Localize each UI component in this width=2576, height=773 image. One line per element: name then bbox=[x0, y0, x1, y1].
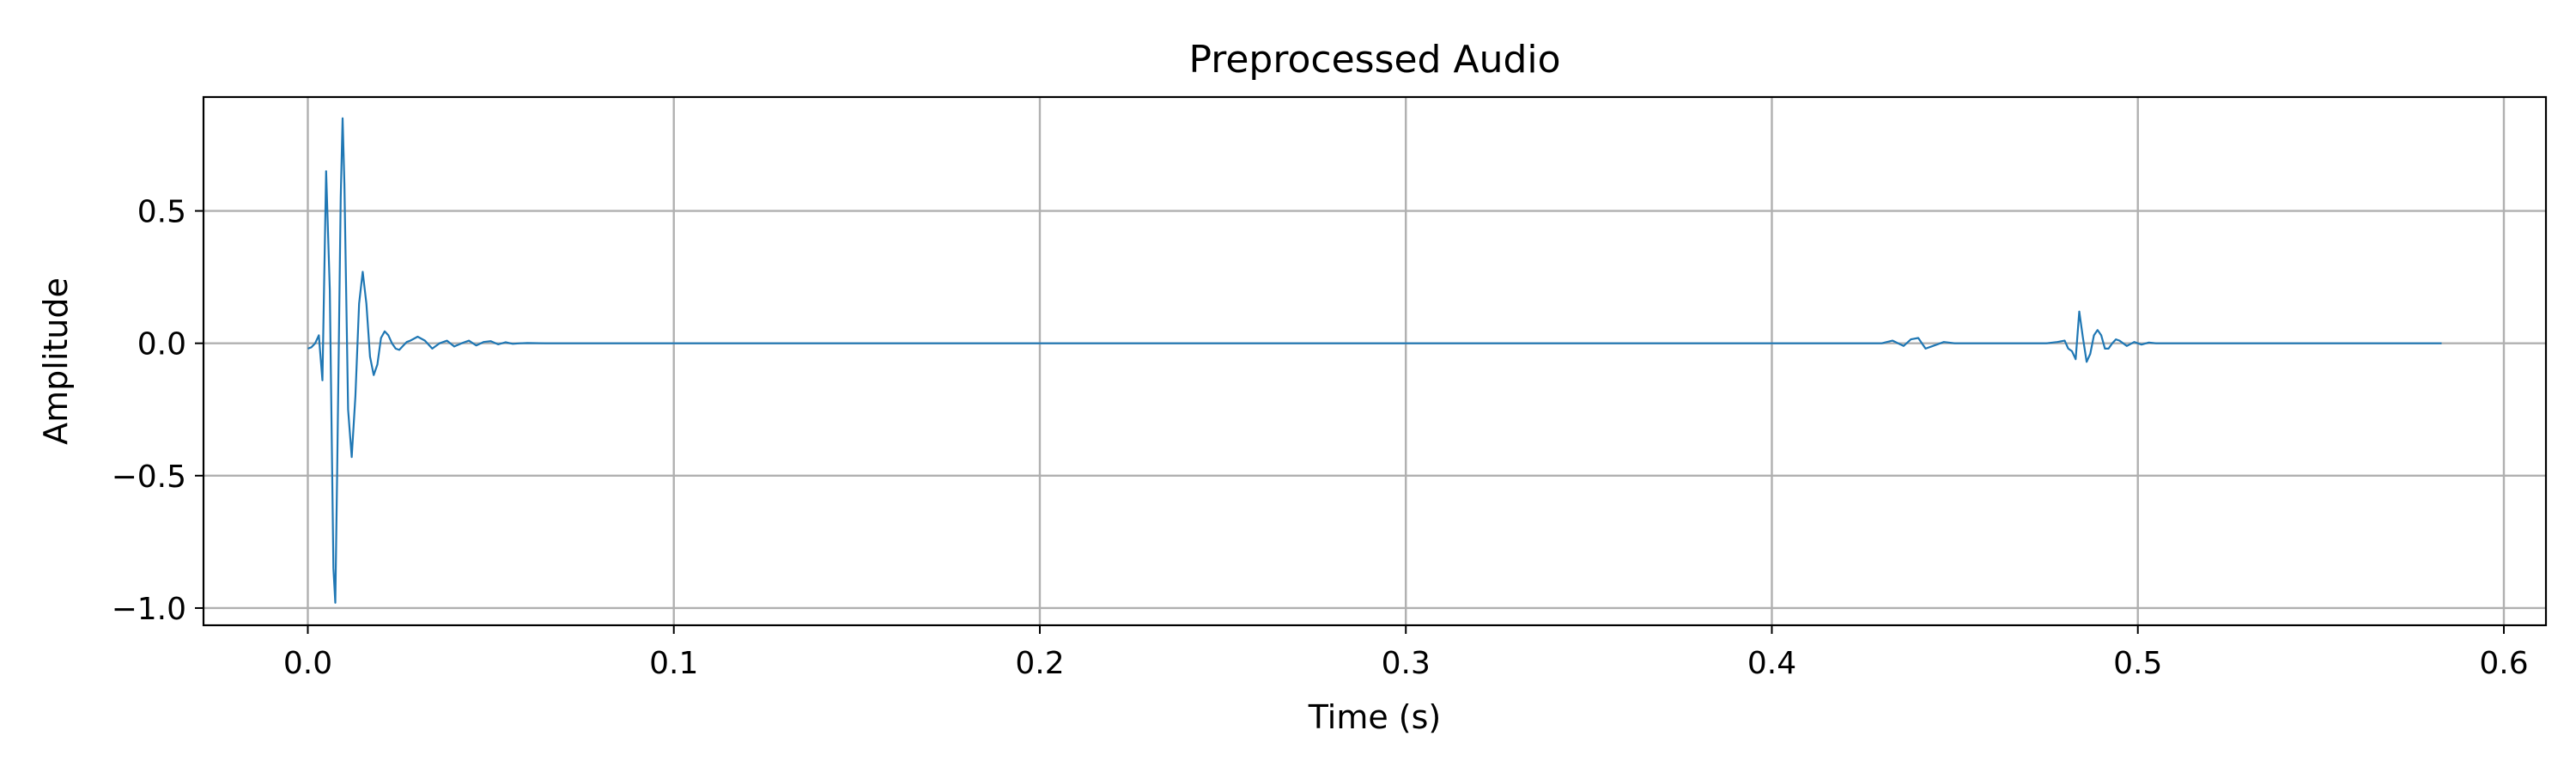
x-tick-label: 0.5 bbox=[2113, 646, 2162, 681]
x-tick-label: 0.6 bbox=[2479, 646, 2528, 681]
x-tick-label: 0.0 bbox=[283, 646, 332, 681]
x-tick-label: 0.4 bbox=[1747, 646, 1796, 681]
x-tick-label: 0.2 bbox=[1015, 646, 1064, 681]
y-tick-label: −0.5 bbox=[112, 460, 186, 495]
waveform-line bbox=[307, 117, 2442, 604]
y-tick-label: −1.0 bbox=[112, 592, 186, 627]
x-tick-label: 0.1 bbox=[649, 646, 698, 681]
chart-title: Preprocessed Audio bbox=[1188, 38, 1560, 82]
plot-frame bbox=[202, 95, 2548, 627]
y-tick-label: 0.0 bbox=[137, 327, 186, 362]
y-tick-label: 0.5 bbox=[137, 195, 186, 230]
axis-ticks: 0.0 0.1 0.2 0.3 0.4 0.5 0.6 −1.0 −0.5 0.0 0.5 bbox=[112, 195, 2529, 681]
y-axis-label: Amplitude bbox=[37, 277, 75, 445]
series-layer bbox=[307, 117, 2442, 604]
x-axis-label: Time (s) bbox=[1308, 698, 1442, 736]
x-tick-label: 0.3 bbox=[1382, 646, 1431, 681]
